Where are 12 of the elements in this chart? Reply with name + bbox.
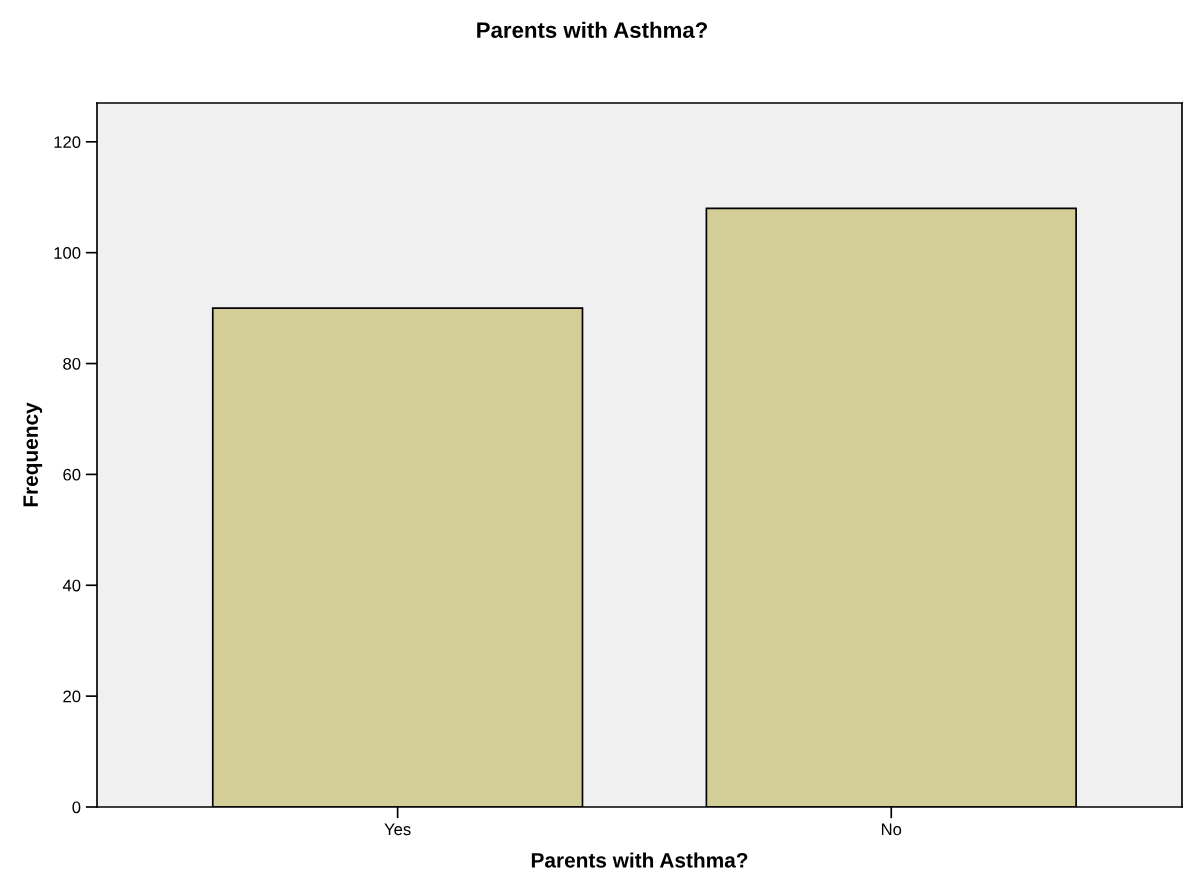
y-tick-label: 120 [54,136,81,149]
y-tick-label: 0 [72,801,81,814]
y-tick-label: 40 [62,579,81,592]
x-tick-label: No [881,823,902,836]
y-tick-label: 80 [63,357,81,370]
y-tick-label: 100 [54,247,81,259]
y-tick-label: 60 [63,468,81,481]
y-tick-label: 20 [63,690,81,703]
y-axis-title: Frequency [23,402,43,507]
x-tick-label: Yes [384,823,411,836]
x-axis-title: Parents with Asthma? [531,852,748,868]
chart-title: Parents with Asthma? [477,21,707,38]
